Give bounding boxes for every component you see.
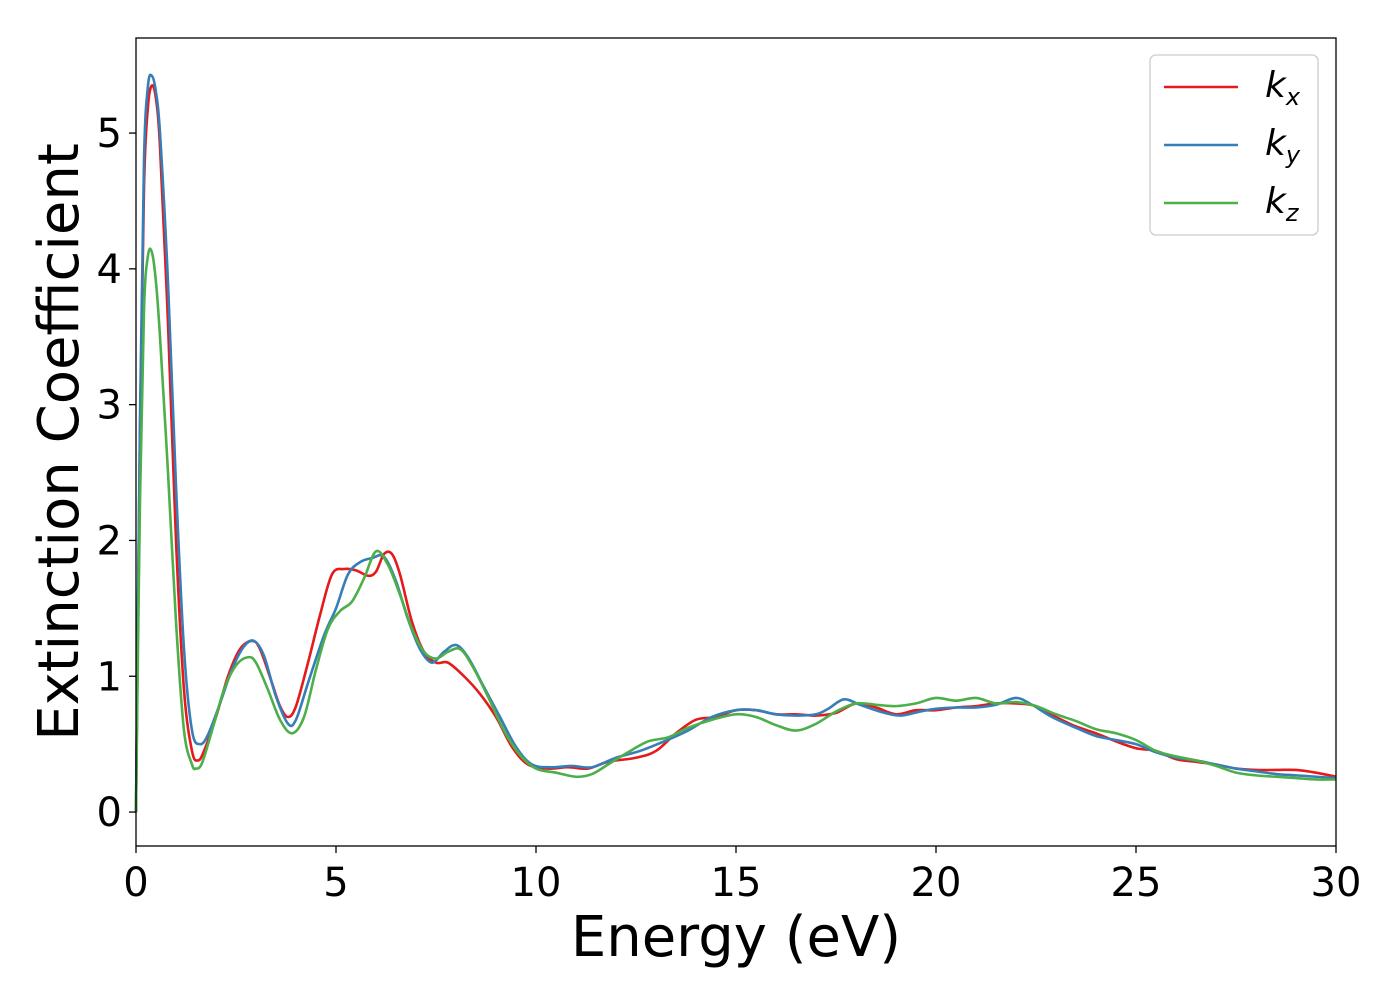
y-tick-label: 4 bbox=[97, 247, 122, 293]
x-tick-label: 30 bbox=[1311, 860, 1362, 906]
x-axis-title: Energy (eV) bbox=[571, 905, 901, 970]
y-tick-label: 5 bbox=[97, 111, 122, 157]
y-tick-label: 1 bbox=[97, 654, 122, 700]
y-tick-label: 3 bbox=[97, 383, 122, 429]
y-tick-label: 2 bbox=[97, 518, 122, 564]
series-layer bbox=[134, 73, 1337, 813]
legend-label-k_y: ky bbox=[1265, 123, 1301, 169]
x-tick-label: 25 bbox=[1111, 860, 1162, 906]
x-tick-label: 0 bbox=[123, 860, 148, 906]
legend-label-k_x: kx bbox=[1265, 65, 1301, 111]
x-tick-label: 20 bbox=[911, 860, 962, 906]
x-tick-label: 15 bbox=[711, 860, 762, 906]
x-tick-label: 10 bbox=[511, 860, 562, 906]
series-line-k_z bbox=[134, 247, 1337, 813]
series-line-k_y bbox=[134, 73, 1337, 813]
x-tick-label: 5 bbox=[323, 860, 348, 906]
x-axis: 0 5 10 15 20 25 30 bbox=[123, 846, 1361, 906]
legend-label-k_z: kz bbox=[1265, 181, 1300, 227]
y-axis-title: Extinction Coefficient bbox=[27, 143, 92, 741]
y-tick-label: 0 bbox=[97, 790, 122, 836]
legend: kx ky kz bbox=[1149, 54, 1319, 236]
y-axis: 0 1 2 3 4 5 bbox=[97, 111, 136, 836]
